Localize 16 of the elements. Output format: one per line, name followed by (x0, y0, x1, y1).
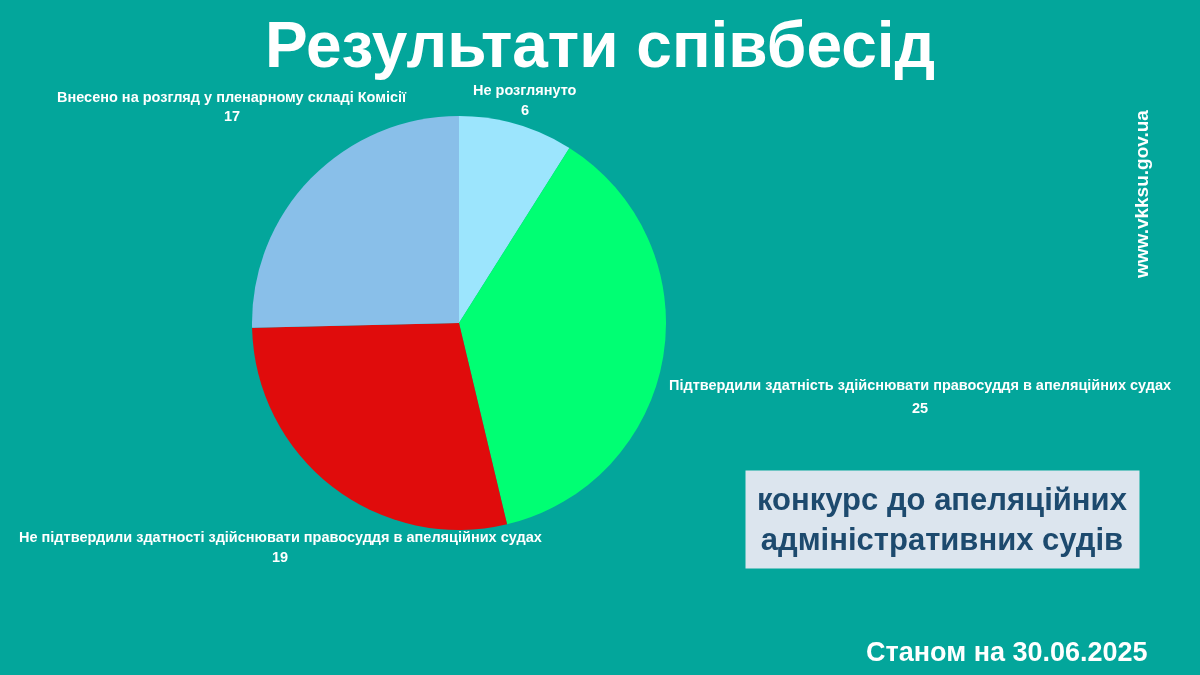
text: Станом на 30.06.2025 (866, 637, 1148, 667)
data-label: 17 (224, 108, 241, 124)
slice-label: Не підтвердили здатності здійснювати правосуддя в апеляційних судах (19, 529, 542, 545)
pie-slice (459, 147, 666, 525)
chart-title: Результати співбесід (264, 9, 936, 82)
data-label: 19 (272, 549, 289, 565)
pie-slice (252, 323, 508, 530)
text: www.vkksu.gov.ua (1131, 109, 1152, 279)
pie-slice (252, 116, 459, 328)
slice-label: Не розглянуто (473, 82, 577, 98)
text: конкурс до апеляційних адміністративних судів (757, 482, 1128, 558)
pie-slice (459, 116, 570, 323)
slice-label: Підтвердили здатність здійснювати правосуддя в апеляційних судах (669, 377, 1172, 393)
data-label: 25 (912, 400, 929, 416)
data-label: 6 (521, 102, 530, 118)
slice-label: Внесено на розгляд у пленарному складі Комісії (57, 89, 408, 105)
